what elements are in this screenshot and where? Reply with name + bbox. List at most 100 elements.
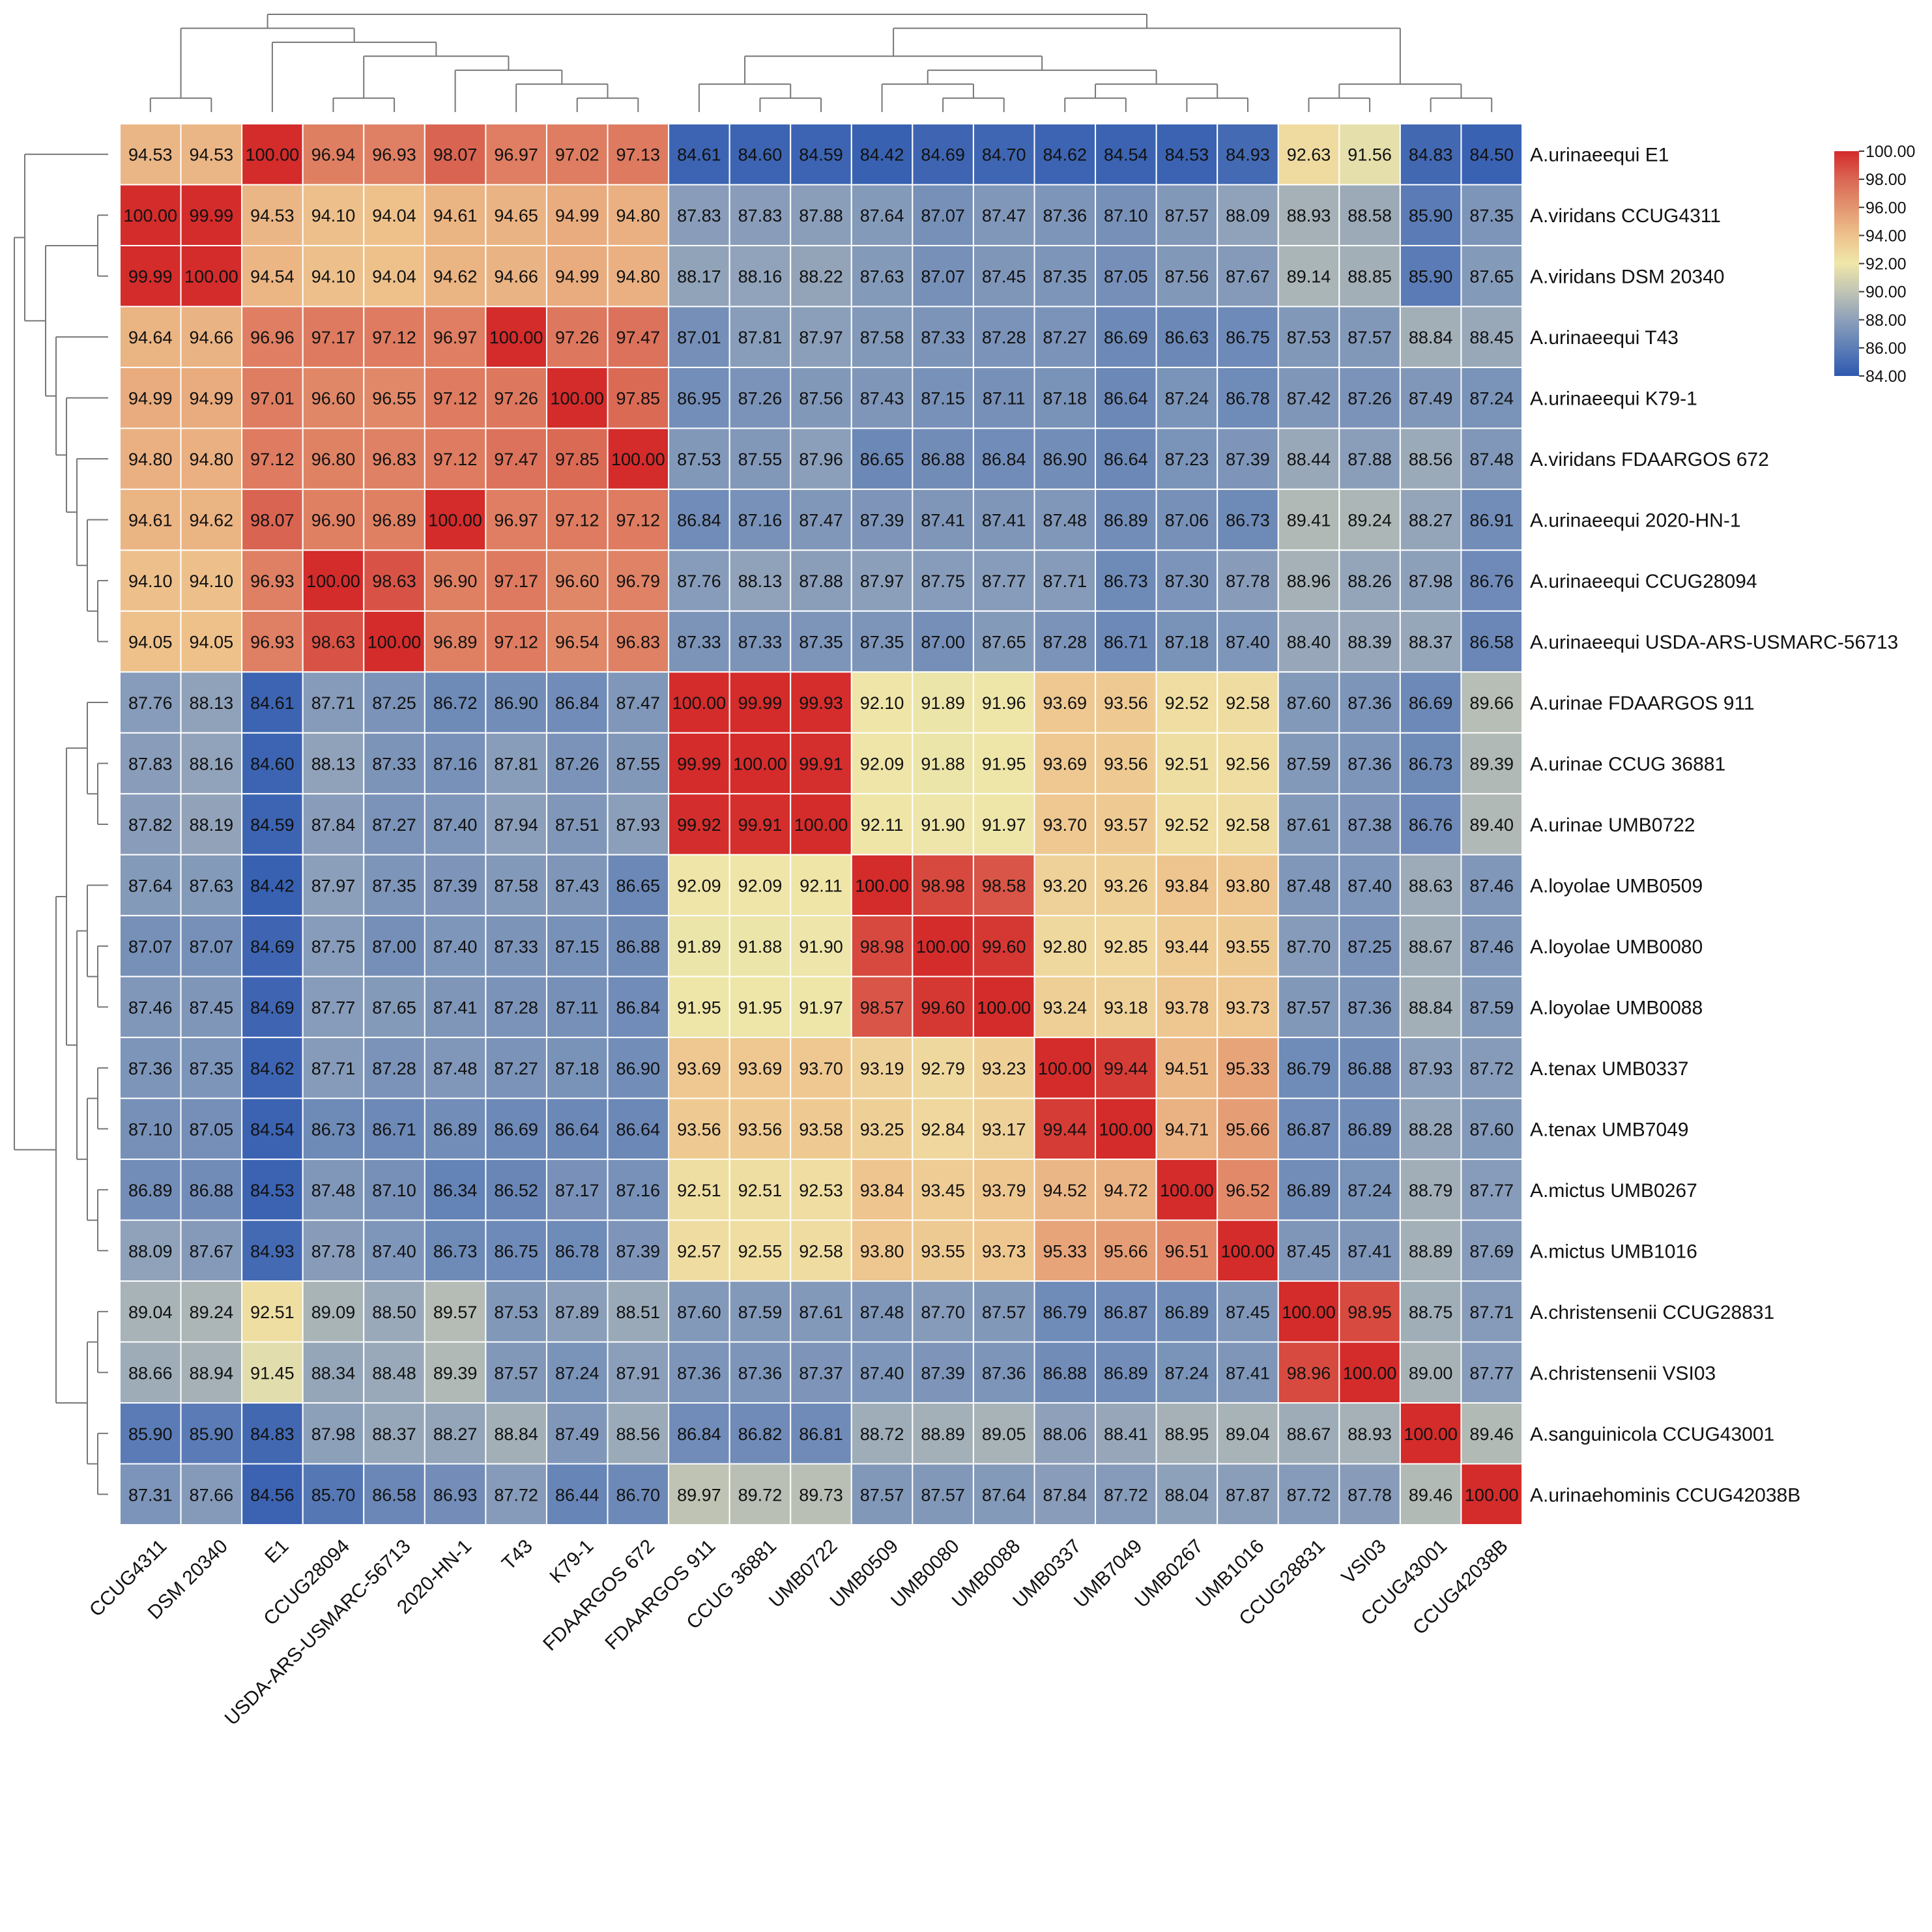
heatmap-cell (363, 306, 425, 368)
heatmap-cell (302, 1219, 365, 1282)
cell-value-label: 92.10 (860, 693, 904, 713)
cell-value-label: 87.63 (190, 876, 234, 895)
cell-value-label: 93.24 (1043, 998, 1087, 1017)
heatmap-cell (912, 1097, 974, 1161)
cell-value-label: 89.73 (799, 1485, 843, 1505)
cell-value-label: 91.96 (982, 693, 1026, 713)
cell-value-label: 86.79 (1043, 1303, 1087, 1322)
cell-value-label: 89.66 (1469, 693, 1514, 713)
heatmap-cell (119, 1219, 182, 1282)
heatmap-cell (302, 488, 365, 551)
heatmap-cell (728, 915, 792, 977)
heatmap-cell (1460, 854, 1523, 917)
heatmap-cell (363, 1463, 425, 1525)
cell-value-label: 100.00 (672, 693, 727, 713)
row-label: A.urinaeequi T43 (1530, 327, 1679, 349)
heatmap-cell (302, 671, 365, 734)
cell-value-label: 92.09 (738, 876, 783, 895)
colorbar-tick-label: 84.00 (1866, 368, 1907, 386)
cell-value-label: 87.33 (677, 633, 721, 652)
cell-value-label: 87.28 (372, 1059, 416, 1078)
row-label: A.christensenii CCUG28831 (1530, 1302, 1774, 1323)
cell-value-label: 87.61 (1287, 815, 1331, 835)
heatmap-cell (302, 427, 365, 490)
column-label: FDAARGOS 672 (539, 1535, 659, 1655)
cell-value-label: 87.51 (555, 815, 599, 835)
heatmap-cell (241, 549, 304, 612)
cell-value-label: 87.41 (1226, 1363, 1270, 1383)
heatmap-cell (1460, 1097, 1523, 1161)
cell-value-label: 87.45 (1226, 1303, 1270, 1322)
cell-value-label: 94.61 (128, 511, 173, 530)
cell-value-label: 97.85 (616, 389, 661, 409)
heatmap-cell (607, 1341, 670, 1404)
heatmap-cell (302, 123, 365, 186)
heatmap-cell (1399, 488, 1462, 551)
cell-value-label: 94.53 (250, 206, 295, 225)
heatmap-cell (302, 1159, 365, 1221)
cell-value-label: 88.95 (1165, 1424, 1209, 1444)
cell-value-label: 87.57 (982, 1303, 1026, 1322)
cell-value-label: 92.63 (1287, 145, 1331, 165)
cell-value-label: 87.35 (372, 876, 416, 895)
cell-value-label: 99.99 (190, 206, 234, 225)
heatmap-cell (728, 184, 792, 246)
heatmap-cell (1460, 1341, 1523, 1404)
heatmap-cell (1155, 488, 1218, 551)
cell-value-label: 87.57 (1165, 206, 1209, 225)
heatmap-cell (1277, 610, 1340, 673)
cell-value-label: 98.63 (372, 571, 416, 591)
heatmap-cell (668, 1097, 730, 1161)
cell-value-label: 87.05 (190, 1119, 234, 1139)
heatmap-cell (302, 1341, 365, 1404)
heatmap-cell (241, 732, 304, 795)
heatmap-cell (790, 427, 852, 490)
cell-value-label: 94.65 (494, 206, 538, 225)
cell-value-label: 88.56 (1409, 450, 1453, 469)
cell-value-label: 87.24 (555, 1363, 599, 1383)
heatmap-cell (485, 915, 547, 977)
cell-value-label: 89.46 (1409, 1485, 1453, 1505)
cell-value-label: 94.04 (372, 267, 416, 287)
cell-value-label: 87.36 (1043, 206, 1087, 225)
cell-value-label: 88.41 (1104, 1424, 1148, 1444)
cell-value-label: 87.60 (1287, 693, 1331, 713)
row-label: A.christensenii VSI03 (1530, 1362, 1716, 1384)
heatmap-cell (668, 1463, 730, 1525)
heatmap-cell (119, 1037, 182, 1099)
heatmap-cell (241, 306, 304, 368)
heatmap-cell (972, 184, 1035, 246)
heatmap-cell (668, 671, 730, 734)
cell-value-label: 88.45 (1469, 328, 1514, 347)
cell-value-label: 87.76 (128, 693, 173, 713)
heatmap-cell (241, 854, 304, 917)
cell-value-label: 87.88 (1348, 450, 1392, 469)
heatmap-cell (1033, 1402, 1097, 1465)
row-label: A.loyolae UMB0080 (1530, 936, 1703, 958)
heatmap-cell (607, 488, 670, 551)
cell-value-label: 96.54 (555, 633, 599, 652)
cell-value-label: 91.90 (799, 937, 843, 957)
cell-value-label: 84.50 (1469, 145, 1514, 165)
cell-value-label: 86.71 (372, 1119, 416, 1139)
cell-value-label: 92.53 (799, 1181, 843, 1200)
heatmap-cell (912, 244, 974, 308)
cell-value-label: 96.55 (372, 389, 416, 409)
cell-value-label: 87.10 (1104, 206, 1148, 225)
heatmap-cell (1399, 610, 1462, 673)
heatmap-cell (1217, 549, 1279, 612)
cell-value-label: 96.83 (616, 633, 661, 652)
heatmap-cell (119, 1280, 182, 1343)
heatmap-cell (668, 1037, 730, 1099)
heatmap-cell (1460, 1219, 1523, 1282)
cell-value-label: 87.25 (372, 693, 416, 713)
cell-value-label: 98.98 (860, 937, 904, 957)
cell-value-label: 94.61 (433, 206, 478, 225)
heatmap-cell (119, 427, 182, 490)
row-label: A.mictus UMB1016 (1530, 1241, 1697, 1262)
heatmap-cell (545, 793, 609, 856)
cell-value-label: 94.62 (190, 511, 234, 530)
cell-value-label: 100.00 (368, 633, 422, 652)
cell-value-label: 94.62 (433, 267, 478, 287)
heatmap-cell (424, 793, 487, 856)
